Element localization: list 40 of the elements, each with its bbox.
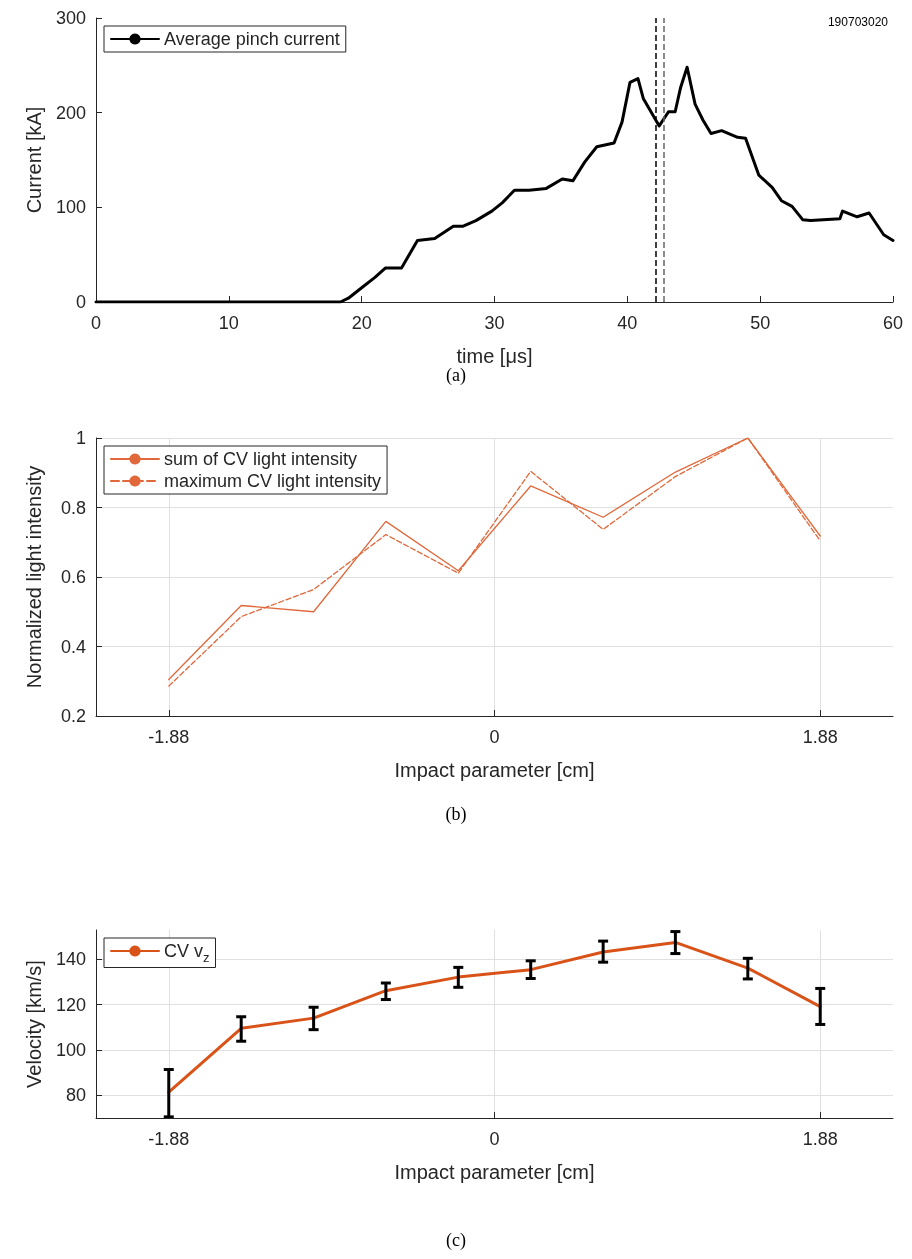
y-tick-label: 100	[55, 197, 86, 218]
y-tick-label: 0.6	[60, 567, 86, 587]
x-tick-label: 1.88	[802, 1129, 838, 1149]
x-axis-title: time [μs]	[456, 345, 533, 367]
x-tick-label: 50	[750, 313, 771, 333]
y-axis-title: Velocity [km/s]	[23, 960, 45, 1088]
y-tick-label: 200	[55, 102, 86, 123]
x-tick-label: 40	[617, 313, 638, 333]
y-tick-label: 120	[55, 994, 86, 1015]
x-tick-label: 0	[489, 1129, 500, 1149]
x-tick-label: 60	[882, 313, 904, 333]
x-tick-label: 0	[489, 727, 500, 747]
y-tick-label: 80	[65, 1085, 86, 1106]
text: (a)	[446, 365, 466, 386]
y-tick-label: 140	[55, 949, 86, 970]
y-tick-label: 100	[55, 1040, 86, 1061]
x-tick-label: 30	[484, 313, 505, 333]
legend-label: Average pinch current	[164, 29, 340, 49]
line-series	[167, 940, 822, 1094]
x-axis-title: Impact parameter [cm]	[394, 759, 595, 781]
x-tick-label: 0	[90, 313, 102, 333]
y-tick-label: 1	[75, 428, 86, 448]
x-tick-label: -1.88	[148, 1129, 190, 1149]
y-tick-label: 300	[55, 8, 86, 28]
y-tick-label: 0.2	[60, 706, 86, 726]
legend-label: sum of CV light intensity	[164, 449, 358, 469]
y-axis-title: Current [kA]	[23, 106, 45, 214]
y-tick-label: 0.4	[60, 636, 86, 657]
x-tick-label: 20	[351, 313, 372, 333]
text: (c)	[446, 1230, 466, 1251]
x-tick-label: -1.88	[148, 727, 190, 747]
x-axis-title: Impact parameter [cm]	[394, 1161, 595, 1183]
x-tick-label: 1.88	[802, 727, 838, 747]
legend-label: maximum CV light intensity	[164, 471, 382, 491]
text: (b)	[445, 804, 467, 825]
annotation: 190703020	[827, 15, 889, 29]
y-axis-title: Normalized light intensity	[23, 465, 45, 689]
x-tick-label: 10	[218, 313, 239, 333]
y-tick-label: 0.8	[60, 497, 86, 518]
y-tick-label: 0	[75, 292, 86, 312]
